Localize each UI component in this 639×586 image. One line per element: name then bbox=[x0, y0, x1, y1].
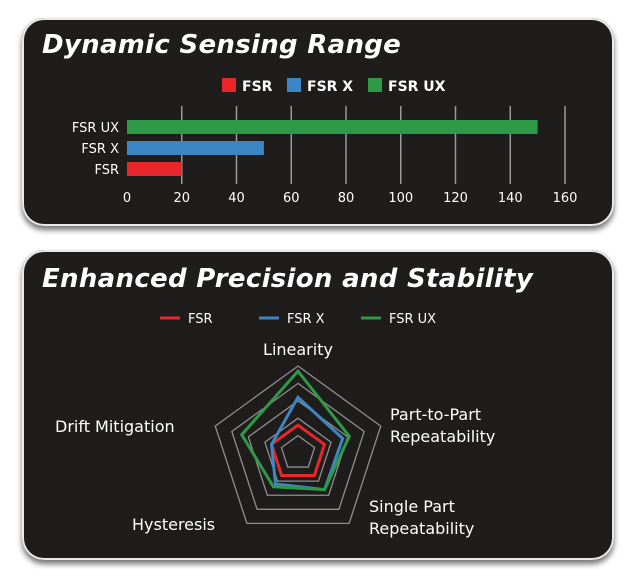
x-tick-40: 40 bbox=[228, 191, 245, 206]
radar-ring-4 bbox=[231, 382, 365, 510]
legend-label-fsr-ux: FSR UX bbox=[389, 312, 436, 327]
dynamic-sensing-range-panel: Dynamic Sensing Range FSR FSR X FSR UX FSR … bbox=[22, 18, 614, 226]
legend-swatch-fsr bbox=[222, 78, 236, 92]
bar-fsr bbox=[127, 162, 182, 176]
category-label-fsr-x: FSR X bbox=[81, 142, 119, 157]
radar-ring-2 bbox=[264, 417, 332, 482]
axis-label-part-to-part-repeatability: Part-to-Part Repeatability bbox=[390, 405, 495, 446]
legend-label-fsr-x: FSR X bbox=[307, 79, 353, 95]
radar-ring-5 bbox=[214, 365, 382, 525]
precision-stability-panel: Enhanced Precision and Stability FSR FSR … bbox=[22, 250, 614, 560]
category-label-fsr-ux: FSR UX bbox=[72, 121, 119, 136]
bar-fsr-ux bbox=[127, 120, 538, 134]
bar-chart: FSR FSR X FSR UX FSR UX FSR X FSR 0 20 40 60 80 100… bbox=[72, 78, 578, 206]
x-tick-120: 120 bbox=[443, 191, 468, 206]
x-tick-140: 140 bbox=[498, 191, 523, 206]
axis-label-single-part-repeatability: Single Part Repeatability bbox=[369, 497, 474, 538]
x-tick-0: 0 bbox=[123, 191, 131, 206]
x-tick-20: 20 bbox=[173, 191, 190, 206]
legend-label-fsr-ux: FSR UX bbox=[388, 79, 446, 95]
legend-swatch-fsr-ux bbox=[368, 78, 382, 92]
radar-series-fsr-ux bbox=[239, 368, 352, 492]
x-tick-160: 160 bbox=[553, 191, 578, 206]
radar-chart: FSR FSR X FSR UX Linearity Part-to-Part Repea… bbox=[55, 312, 495, 538]
x-tick-100: 100 bbox=[388, 191, 413, 206]
radar-ring-1 bbox=[280, 434, 316, 468]
legend-swatch-fsr-x bbox=[287, 78, 301, 92]
axis-label-drift-mitigation: Drift Mitigation bbox=[55, 417, 175, 436]
bar-chart-title: Dynamic Sensing Range bbox=[42, 30, 402, 60]
radar-chart-title: Enhanced Precision and Stability bbox=[42, 264, 534, 294]
x-tick-60: 60 bbox=[283, 191, 300, 206]
category-label-fsr: FSR bbox=[94, 163, 119, 178]
legend-label-fsr: FSR bbox=[242, 79, 273, 95]
radar-ring-3 bbox=[247, 399, 349, 496]
legend-label-fsr-x: FSR X bbox=[287, 312, 325, 327]
axis-label-hysteresis: Hysteresis bbox=[132, 515, 215, 534]
legend-label-fsr: FSR bbox=[188, 312, 213, 327]
axis-label-linearity: Linearity bbox=[263, 340, 333, 359]
radar-series-fsr bbox=[269, 423, 327, 478]
bar-fsr-x bbox=[127, 141, 264, 155]
x-tick-80: 80 bbox=[338, 191, 355, 206]
